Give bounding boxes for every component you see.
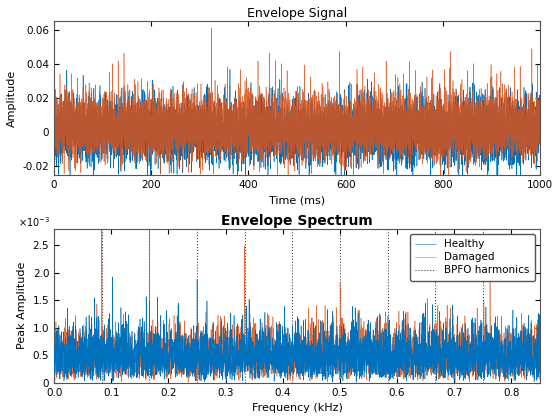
Title: Envelope Spectrum: Envelope Spectrum [221,214,373,228]
Legend: Healthy, Damaged, BPFO harmonics: Healthy, Damaged, BPFO harmonics [410,234,535,281]
Y-axis label: Peak Amplitude: Peak Amplitude [17,262,27,349]
Title: Envelope Signal: Envelope Signal [247,7,347,20]
X-axis label: Time (ms): Time (ms) [269,195,325,205]
Text: $\times 10^{-3}$: $\times 10^{-3}$ [18,215,50,229]
X-axis label: Frequency (kHz): Frequency (kHz) [251,403,343,413]
Y-axis label: Amplitude: Amplitude [7,69,17,127]
